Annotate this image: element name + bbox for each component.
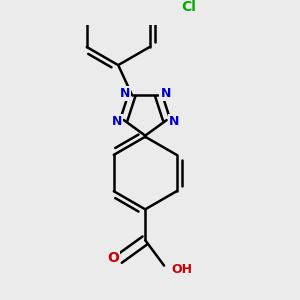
Text: N: N (112, 115, 122, 128)
Text: N: N (169, 115, 179, 128)
Text: N: N (120, 88, 130, 100)
Text: N: N (160, 88, 171, 100)
Text: Cl: Cl (182, 0, 196, 14)
Text: OH: OH (172, 263, 193, 276)
Text: O: O (107, 251, 119, 265)
